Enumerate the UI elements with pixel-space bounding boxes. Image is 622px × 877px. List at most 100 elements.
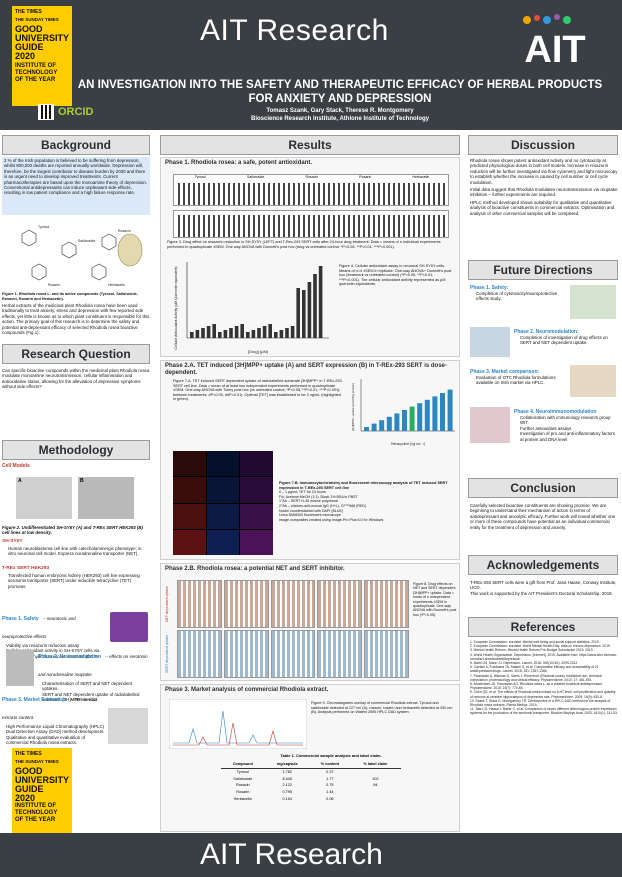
background-para-1: 2 % of the Irish population is believed … xyxy=(2,157,150,215)
fig7b-micrograph-grid xyxy=(173,451,273,555)
table-cell: 0.154 xyxy=(282,796,293,801)
future-phase-3-image xyxy=(570,365,616,397)
acknowledgement-item: This work is supported by the AIT Presid… xyxy=(470,590,613,596)
fig4-bar xyxy=(206,326,211,338)
table-cell: 0.37 xyxy=(326,769,334,774)
method-phase-3: Phase 3. Market Evaluation – commercial … xyxy=(2,688,106,746)
label-b: B xyxy=(80,478,84,484)
authors-block: Tomasz Szank, Gary Stack, Therese R. Mon… xyxy=(70,107,610,123)
poster-title: AN INVESTIGATION INTO THE SAFETY AND THE… xyxy=(77,79,603,105)
fig4-bars xyxy=(190,266,323,338)
fig4-bar xyxy=(302,290,306,338)
table-body: Tyrosol 1.782 0.37 Salidroside 8.440 1.77 102 R… xyxy=(221,768,401,802)
shsy5y-title: SH-SY5Y xyxy=(2,539,23,544)
figure-9-caption: Figure 9. Chromatograms overlay of comme… xyxy=(311,701,453,714)
background-heading: Background xyxy=(2,135,150,155)
table-cell: 94 xyxy=(373,783,378,788)
reference-item: 2. European Commission: eurostat. World … xyxy=(470,644,611,649)
future-phase-3: Phase 3. Market comparison: Evaluation o… xyxy=(470,369,566,386)
reference-item: 1. European Commission: eurostat. Mental… xyxy=(470,640,600,644)
conclusion-text: Carefully selected bioactive constituent… xyxy=(470,503,616,530)
table-cell: 1.77 xyxy=(326,776,334,781)
sert-plot xyxy=(177,630,222,678)
results-phase-2b-panel: Phase 2.B. Rhodiola rosea: a potential N… xyxy=(160,563,460,681)
fig4-bar xyxy=(318,266,323,338)
table-cell: 102 xyxy=(372,776,379,781)
future-phase-1: Phase 1. Safety: Completion of cytotoxic… xyxy=(470,285,566,302)
qr-code-icon xyxy=(38,104,54,120)
ait-logo: AIT xyxy=(523,14,586,71)
table-cell: 1.44 xyxy=(326,790,334,795)
future-phase-4: Phase 4. Neuroimmunomodulation Collabora… xyxy=(514,409,618,442)
sert-plot xyxy=(270,630,316,678)
title-banner xyxy=(0,78,622,130)
table-header: mg/capsule xyxy=(276,762,298,766)
logo-text: AIT xyxy=(524,29,585,71)
reference-item: 8. Amsterdam JD, Panossian AG. Rhodiola … xyxy=(470,682,603,691)
conclusion-heading: Conclusion xyxy=(468,478,618,498)
reference-item: 10. Szank T, Stack G, Montgomery TR. Dev… xyxy=(470,698,611,708)
reference-item: 3. Mental Health Reform. Mental Health R… xyxy=(470,648,594,653)
table-cell: Salidroside xyxy=(233,776,253,781)
method-phase-1-item: Viability via resazurin reduction assay xyxy=(6,643,80,648)
hplc-image xyxy=(108,708,148,744)
results-phase-1-panel: Phase 1. Rhodiola rosea: a safe, potent … xyxy=(160,157,460,357)
fig4-ylabel: Cellular Antioxidant Activity (μM Querce… xyxy=(174,266,178,349)
table-cell: Rosarin xyxy=(236,790,250,795)
method-phase-3-item: Qualitative and quantitative evaluation … xyxy=(6,734,86,746)
guide-year: 2020 xyxy=(15,793,36,803)
research-question-heading: Research Question xyxy=(2,344,150,364)
fig7b-item: 0 – 1 μg/mL TET for 24 hours xyxy=(279,490,326,495)
fig7b-item: Image composites created using Image-Pro… xyxy=(279,517,384,522)
inst-line-3: OF THE YEAR xyxy=(15,817,56,823)
table-row: Herbacetin 0.154 0.06 xyxy=(221,796,401,803)
net-row-label: NET dependent uptake xyxy=(165,586,169,622)
compound-label: Herbacetin xyxy=(108,283,125,287)
table-row: Rosarin 0.795 1.44 xyxy=(221,789,401,796)
compound-label: Salidroside xyxy=(78,239,95,243)
plot-group-label: Rosavin xyxy=(305,175,319,179)
table-cell: 1.782 xyxy=(282,769,293,774)
fig4-bar xyxy=(223,330,228,338)
future-phase-2-item: Completion of investigation of drug effe… xyxy=(520,335,608,346)
figure-1-caption: Figure 1. Rhodiola rosea L. and its acti… xyxy=(2,292,138,301)
compound-structures: Tyrosol Salidroside Rosavin Rosarin Herb… xyxy=(21,225,143,287)
table-cell: Rosavin xyxy=(235,783,250,788)
reference-item: 6. Cipriani A, Furukawa TA, Salanti G, e… xyxy=(470,665,599,674)
discussion-item: Initial data suggest that Rhodiola modul… xyxy=(470,187,618,198)
fig4-bar xyxy=(274,332,278,338)
fig7a-bar xyxy=(394,413,400,431)
guide-line-2: UNIVERSITY xyxy=(15,775,70,785)
table-cell: 0.795 xyxy=(282,790,293,795)
scintillation-counter-image xyxy=(6,650,34,686)
table-cell xyxy=(350,789,401,796)
net-plots-row xyxy=(177,580,409,628)
fig3-plot-top: Tyrosol Salidroside Rosavin Rosarin Herb… xyxy=(173,174,449,206)
compound-label: Tyrosol xyxy=(38,225,50,229)
future-phase-2-title: Phase 2. Neuromodulation: xyxy=(514,329,579,335)
results-phase-3-head: Phase 3. Market analysis of commercial R… xyxy=(165,687,329,693)
sert-plots-row xyxy=(177,630,409,678)
fig7b-item: 1°Ab – SERT H-45 mouse polyclonal xyxy=(279,499,338,504)
fig7a-bar xyxy=(432,396,438,431)
results-phase-2b-head: Phase 2.B. Rhodiola rosea: a potential N… xyxy=(165,566,345,572)
figure-2-caption: Figure 2. Undifferentiated SH-SY5Y (A) a… xyxy=(2,525,144,536)
results-heading: Results xyxy=(160,135,460,155)
background-para-2: Herbal extracts of the medicinal plant R… xyxy=(2,303,150,336)
fig4-chart: Cellular Antioxidant Activity (μM Querce… xyxy=(174,262,329,354)
guide-line-3: GUIDE xyxy=(15,42,44,52)
table-cell: 8.440 xyxy=(282,776,293,781)
institute: Bioscience Research Institute, Athlone I… xyxy=(250,116,430,122)
guide-line-1: GOOD xyxy=(15,24,43,34)
fig7a-bar xyxy=(371,423,377,431)
footer-bar xyxy=(0,833,622,877)
fig7a-bar xyxy=(424,399,430,431)
sert-plot xyxy=(317,630,363,678)
table-cell xyxy=(350,796,401,803)
fig4-bar xyxy=(212,324,216,338)
net-plot xyxy=(177,580,222,628)
orcid-logo: ORCID xyxy=(58,106,94,118)
inst-line-2: TECHNOLOGY xyxy=(15,70,58,76)
fig4-bar xyxy=(257,328,261,338)
table-1-caption: Table 1. Commercial sample analysis and … xyxy=(280,753,382,758)
